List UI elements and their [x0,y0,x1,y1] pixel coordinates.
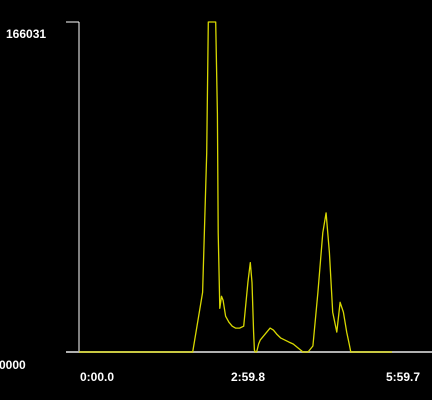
series-line-0 [79,21,392,353]
x-tick-label-end: 5:59.7 [386,370,420,384]
series-layer [79,21,392,353]
axes [66,21,432,353]
x-tick-label-start: 0:00.0 [80,370,114,384]
y-tick-label-max: 166031 [6,27,46,41]
y-tick-label-min: 0000 [0,358,26,372]
tick-labels: 166031 0000 0:00.0 2:59.8 5:59.7 [0,27,420,384]
x-tick-label-mid: 2:59.8 [231,370,265,384]
